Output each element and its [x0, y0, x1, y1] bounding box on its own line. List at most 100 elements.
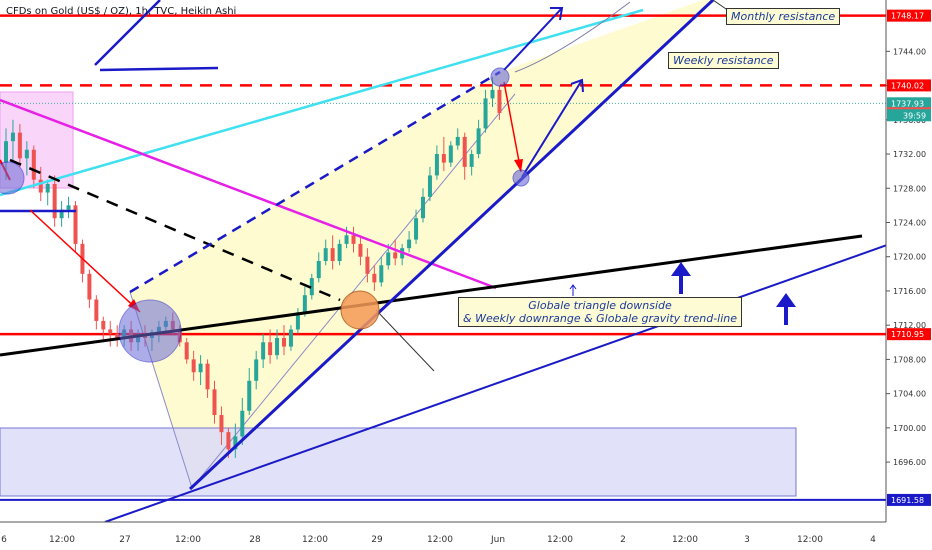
blue-circle-left [0, 161, 25, 195]
candle-body [10, 132, 15, 142]
drawings [0, 0, 891, 523]
price-tick-label: 1716.00 [893, 287, 926, 296]
price-axis: 1744.001740.001736.001732.001728.001724.… [885, 0, 932, 522]
candle-body [386, 252, 391, 266]
candle-body [309, 278, 314, 296]
candle-body [233, 436, 238, 450]
candle [17, 124, 22, 167]
up-arrow-2 [776, 293, 796, 325]
time-axis: 6 12:00 27 12:00 28 12:00 29 12:00 Jun 12:00 2 12:0… [0, 521, 932, 550]
blue-arrow-line-2 [521, 79, 583, 178]
candle [24, 141, 29, 176]
time-tick-label: 12:00 [547, 535, 573, 545]
candle-body [52, 183, 57, 219]
candle-body [414, 218, 419, 240]
candle-body [17, 132, 22, 159]
weekly-resistance-note: Weekly resistance [668, 52, 779, 69]
candle [427, 166, 432, 202]
blue-horizontal-line-top [99, 66, 219, 72]
candle-body [73, 205, 78, 244]
price-label-bg [887, 328, 931, 341]
candle-body [247, 380, 252, 411]
candle [441, 136, 446, 172]
candle-body [421, 196, 425, 219]
candle [351, 226, 356, 253]
pointer-line [375, 309, 435, 372]
rising-channel-fill [130, 0, 712, 488]
price-tick-label: 1700.00 [893, 424, 926, 433]
magenta-trend-line [0, 98, 497, 290]
black-dashed-trend-line [9, 158, 341, 302]
candle [309, 273, 314, 300]
candle [462, 132, 467, 180]
candle-body [358, 243, 363, 257]
candle [212, 380, 217, 424]
time-tick-label: 29 [371, 535, 383, 545]
candle [10, 119, 15, 163]
price-tick-label: 1724.00 [893, 218, 926, 227]
candle [66, 196, 71, 219]
price-tick-label: 1712.00 [893, 321, 926, 330]
candle-body [4, 141, 8, 163]
candle [261, 333, 266, 368]
candle [73, 201, 78, 253]
candle-body [101, 320, 106, 330]
candle-body [198, 363, 203, 373]
candle [434, 145, 439, 180]
candle [87, 269, 92, 309]
candle-body [45, 183, 50, 193]
time-tick-label: 3 [744, 535, 750, 545]
price-label: 1748.17 [891, 12, 924, 21]
candle-body [497, 89, 502, 113]
candle [365, 248, 370, 283]
candle-body [87, 273, 92, 300]
candle [316, 252, 321, 283]
candle-body [295, 312, 300, 330]
candle-body [24, 149, 29, 159]
candle-body [191, 359, 196, 373]
candle [275, 329, 280, 360]
candle-body [455, 136, 460, 146]
candle-body [94, 299, 99, 321]
candle-body [344, 235, 349, 244]
triangle-note: Globale triangle downside & Weekly downr… [458, 297, 743, 327]
time-tick-label: Jun [490, 535, 505, 545]
candle [59, 201, 64, 227]
candle-body [462, 136, 467, 167]
time-tick-label: 6 [1, 535, 7, 545]
time-tick-label: 12:00 [49, 535, 75, 545]
candle-body [38, 179, 43, 193]
price-label: 1740.02 [891, 81, 924, 90]
candle [101, 316, 106, 343]
price-label: 1710.95 [891, 330, 924, 339]
candle [240, 397, 245, 445]
candle [483, 89, 488, 133]
candle-body [268, 342, 273, 356]
candle [476, 119, 481, 159]
drawings-background [0, 0, 797, 497]
candle-body [275, 338, 280, 356]
candle [191, 350, 196, 381]
monthly-resistance-note: Monthly resistance [726, 8, 841, 25]
candle [94, 295, 99, 330]
candle [393, 239, 398, 266]
candle-body [365, 256, 370, 274]
time-tick-label: 12:00 [427, 535, 453, 545]
blue-circle-top [490, 67, 510, 87]
candle-body [288, 329, 293, 347]
candle-body [254, 359, 259, 381]
time-tick-label: 12:00 [175, 535, 201, 545]
countdown-label: 39:59 [903, 111, 926, 120]
candle-body [240, 410, 245, 437]
blue-dashed-channel-line [129, 70, 501, 294]
candle-body [469, 154, 474, 167]
candle [288, 325, 293, 351]
candle-body [372, 273, 377, 283]
price-tick-label: 1720.00 [893, 253, 926, 262]
time-tick-label: 12:00 [797, 535, 823, 545]
candle [282, 325, 286, 356]
time-tick-label: 2 [620, 535, 626, 545]
triangle-note-line2: & Weekly downrange & Globale gravity tre… [463, 312, 738, 325]
blue-arrow-head-2 [570, 78, 584, 93]
